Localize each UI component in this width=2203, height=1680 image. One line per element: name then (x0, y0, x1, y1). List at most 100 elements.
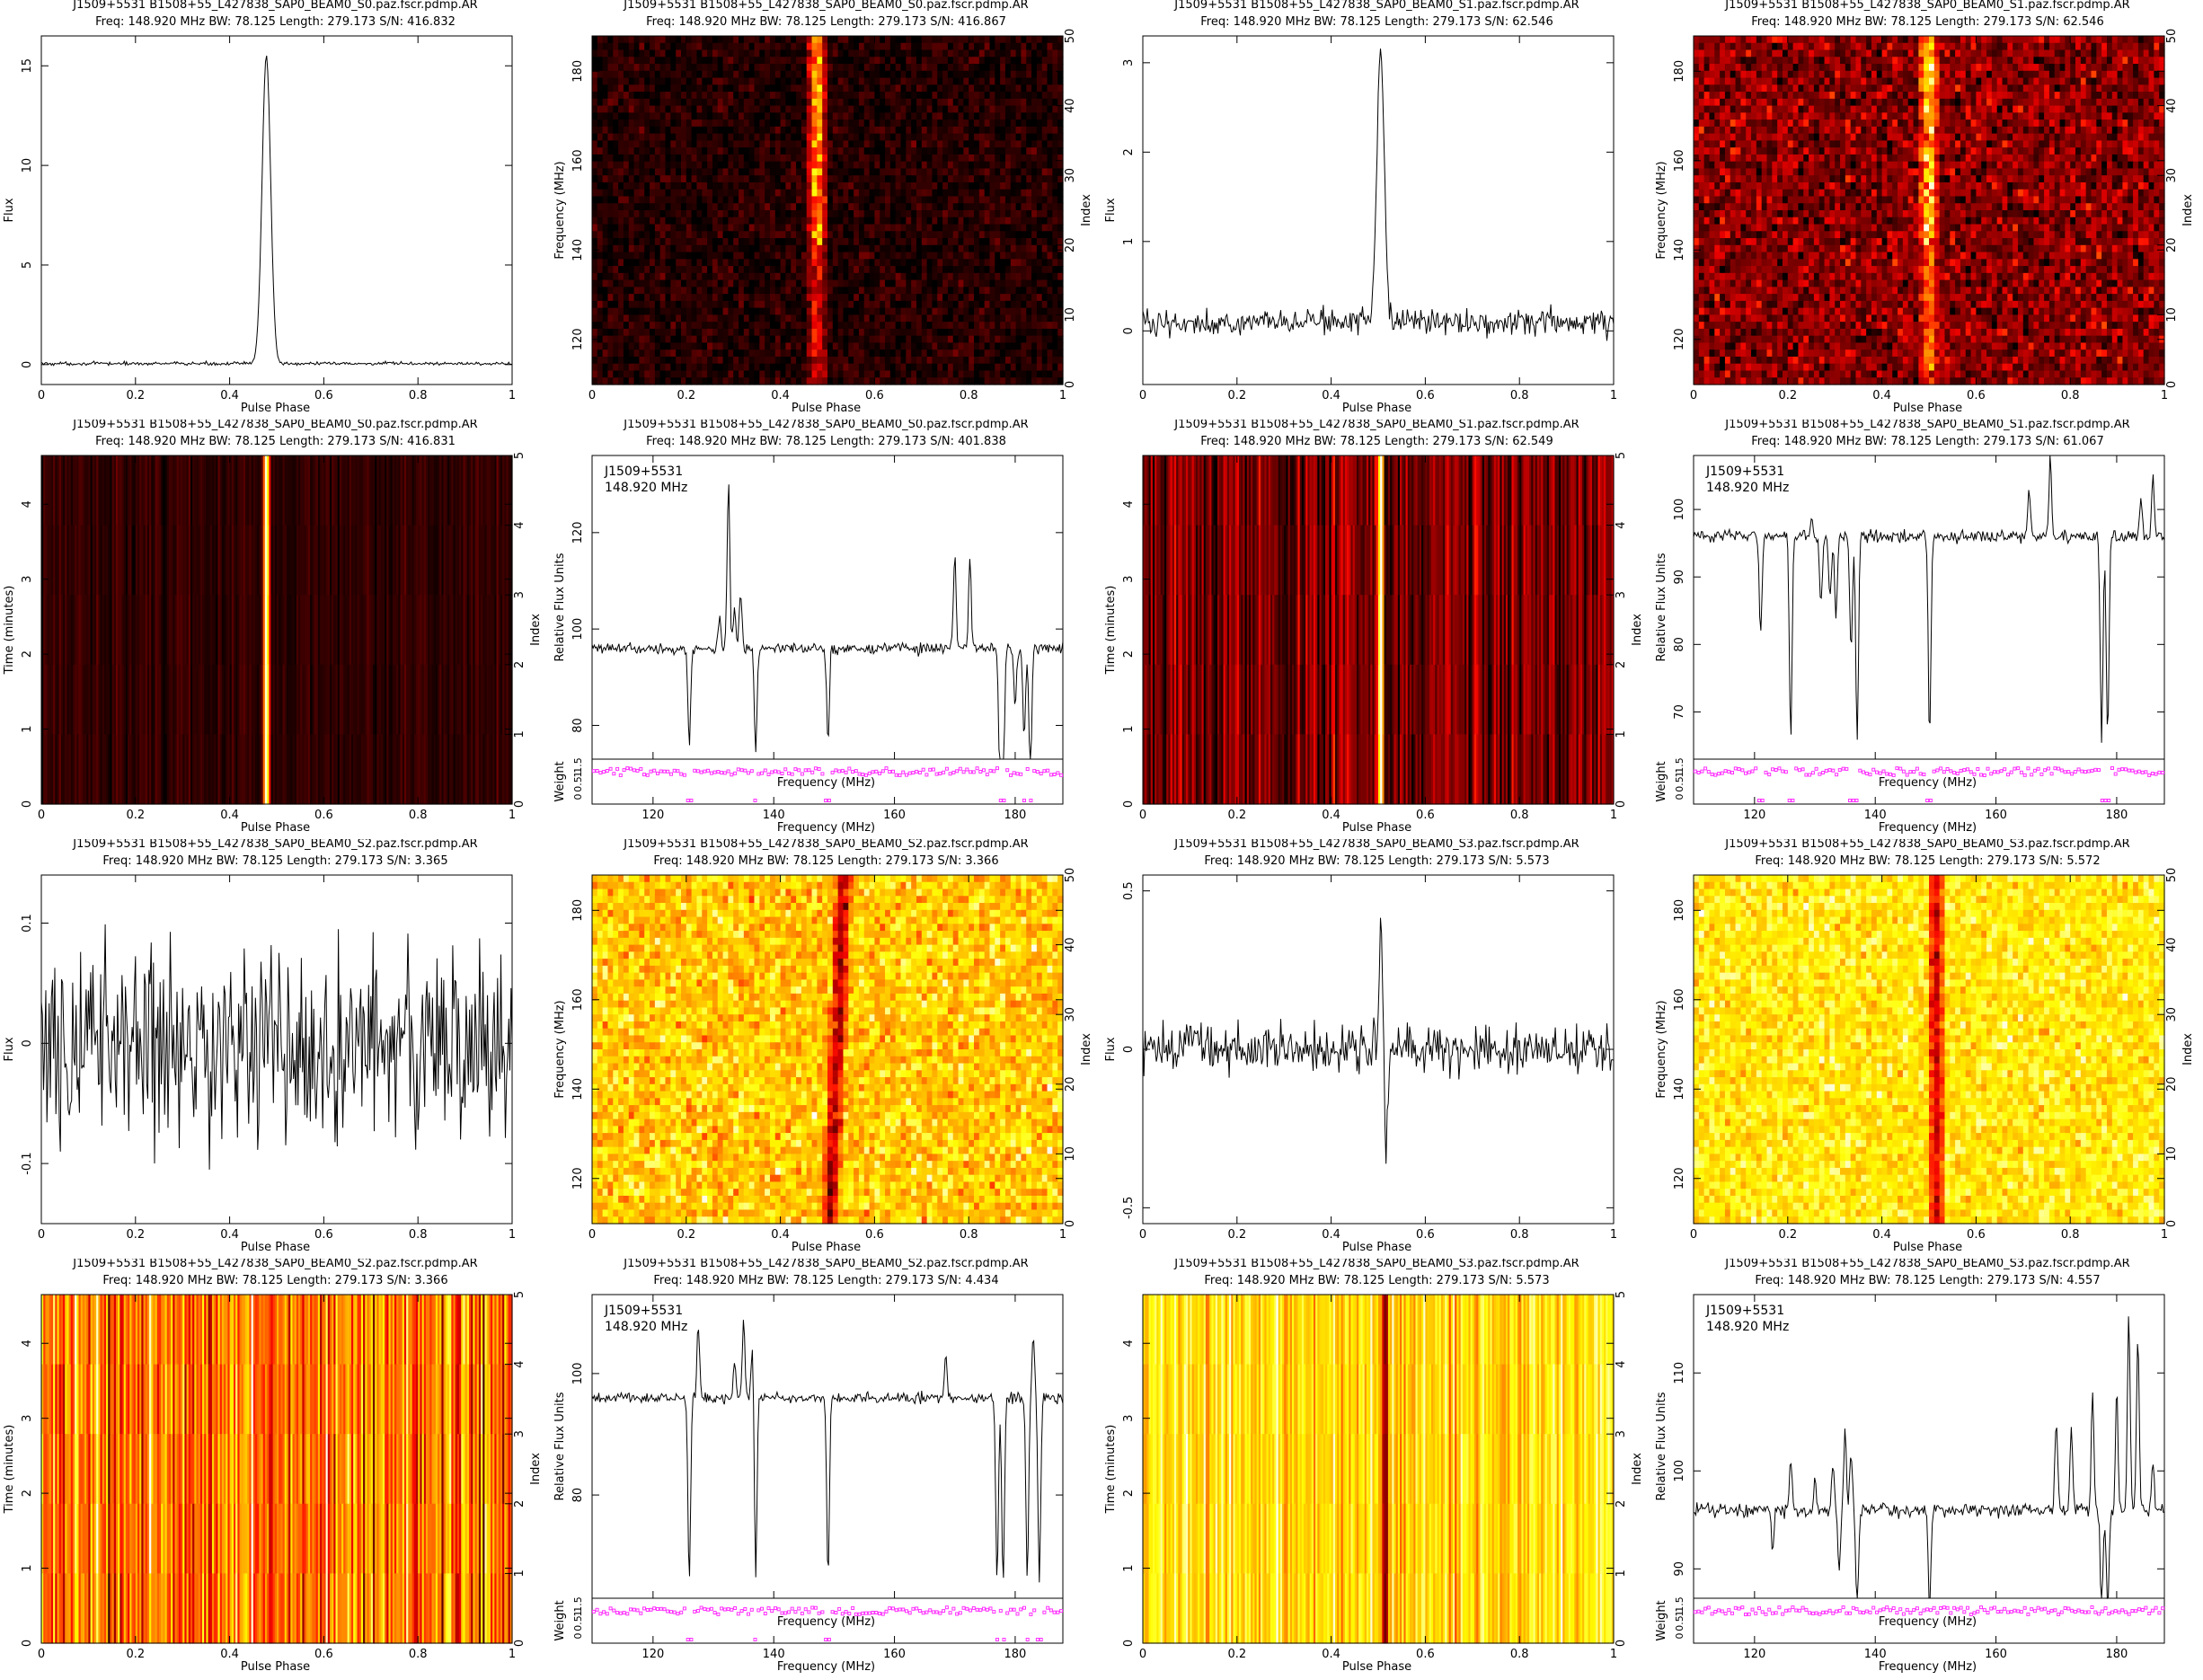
heatmap-cell (958, 238, 964, 246)
heatmap-cell (1824, 36, 1830, 44)
heatmap-cell (618, 210, 624, 218)
heatmap-cell (900, 175, 907, 183)
heatmap-cell (602, 119, 609, 128)
heatmap-cell (597, 328, 604, 337)
heatmap-cell (858, 49, 865, 57)
heatmap-cell (806, 119, 813, 128)
heatmap-cell (984, 175, 991, 183)
heatmap-cell (739, 196, 745, 204)
heatmap-cell (906, 49, 912, 57)
heatmap-cell (722, 57, 729, 65)
heatmap-cell (1031, 335, 1038, 344)
heatmap-cell (639, 279, 645, 287)
heatmap-cell (712, 161, 719, 170)
heatmap-cell (880, 84, 886, 93)
heatmap-cell (969, 57, 975, 65)
heatmap-cell (937, 370, 943, 378)
heatmap-cell (885, 119, 891, 128)
heatmap-cell (628, 377, 635, 385)
heatmap-cell (733, 112, 739, 120)
heatmap-cell (916, 168, 923, 176)
heatmap-cell (733, 175, 739, 183)
heatmap-cell (806, 196, 813, 204)
heatmap-cell (822, 335, 828, 344)
heatmap-cell (889, 105, 897, 113)
heatmap-cell (963, 342, 969, 350)
heatmap-cell (691, 370, 698, 378)
heatmap-cell (822, 196, 828, 204)
heatmap-cell (602, 300, 609, 309)
heatmap-cell (827, 92, 834, 100)
heatmap-cell (806, 98, 813, 107)
heatmap-cell (791, 342, 797, 350)
heatmap-cell (1031, 328, 1038, 337)
heatmap-cell (650, 112, 656, 120)
heatmap-cell (1026, 77, 1032, 85)
heatmap-cell (952, 140, 960, 148)
heatmap-cell (911, 119, 917, 128)
heatmap-cell (607, 210, 614, 218)
heatmap-cell (1026, 98, 1032, 107)
heatmap-cell (874, 161, 880, 170)
heatmap-cell (974, 279, 980, 287)
heatmap-cell (1031, 98, 1038, 107)
heatmap-cell (707, 98, 713, 107)
heatmap-cell (974, 349, 980, 358)
heatmap-cell (748, 335, 756, 344)
heatmap-cell (754, 126, 760, 135)
heatmap-cell (623, 42, 630, 51)
heatmap-cell (712, 154, 719, 163)
heatmap-cell (691, 203, 698, 211)
heatmap-cell (613, 77, 619, 85)
heatmap-cell (607, 272, 614, 281)
heatmap-cell (932, 259, 938, 267)
heatmap-cell (1965, 42, 1972, 51)
heatmap-cell (592, 300, 598, 309)
heatmap-cell (743, 224, 750, 232)
heatmap-cell (592, 119, 598, 128)
heatmap-cell (1004, 363, 1012, 372)
heatmap-cell (880, 133, 886, 141)
heatmap-cell (952, 147, 960, 155)
heatmap-cell (785, 356, 792, 365)
heatmap-cell (717, 363, 724, 372)
heatmap-cell (978, 259, 986, 267)
heatmap-cell (765, 36, 771, 44)
heatmap-cell (765, 272, 771, 281)
heatmap-cell (958, 84, 964, 93)
heatmap-cell (1939, 42, 1946, 51)
heatmap-cell (995, 342, 1001, 350)
heatmap-cell (906, 342, 912, 350)
heatmap-cell (1057, 300, 1064, 309)
heatmap-cell (963, 279, 969, 287)
heatmap-cell (639, 349, 645, 358)
heatmap-cell (659, 259, 667, 267)
heatmap-cell (854, 356, 860, 365)
heatmap-cell (911, 42, 917, 51)
heatmap-cell (969, 92, 975, 100)
heatmap-cell (665, 363, 671, 372)
heatmap-cell (702, 300, 708, 309)
heatmap-cell (942, 377, 949, 385)
heatmap-cell (1026, 244, 1032, 253)
heatmap-cell (665, 84, 671, 93)
heatmap-cell (707, 105, 713, 113)
heatmap-cell (2075, 49, 2082, 57)
heatmap-cell (743, 322, 750, 330)
heatmap-cell (2002, 57, 2008, 65)
heatmap-cell (854, 133, 860, 141)
heatmap-cell (796, 279, 802, 287)
heatmap-cell (780, 377, 787, 385)
heatmap-cell (916, 238, 923, 246)
heatmap-cell (618, 231, 624, 239)
heatmap-cell (911, 377, 917, 385)
heatmap-cell (952, 244, 960, 253)
heatmap-cell (942, 356, 949, 365)
heatmap-cell (639, 272, 645, 281)
heatmap-cell (837, 112, 845, 120)
heatmap-cell (889, 231, 897, 239)
heatmap-cell (1004, 154, 1012, 163)
heatmap-cell (916, 112, 923, 120)
heatmap-cell (765, 342, 771, 350)
heatmap-cell (639, 300, 645, 309)
